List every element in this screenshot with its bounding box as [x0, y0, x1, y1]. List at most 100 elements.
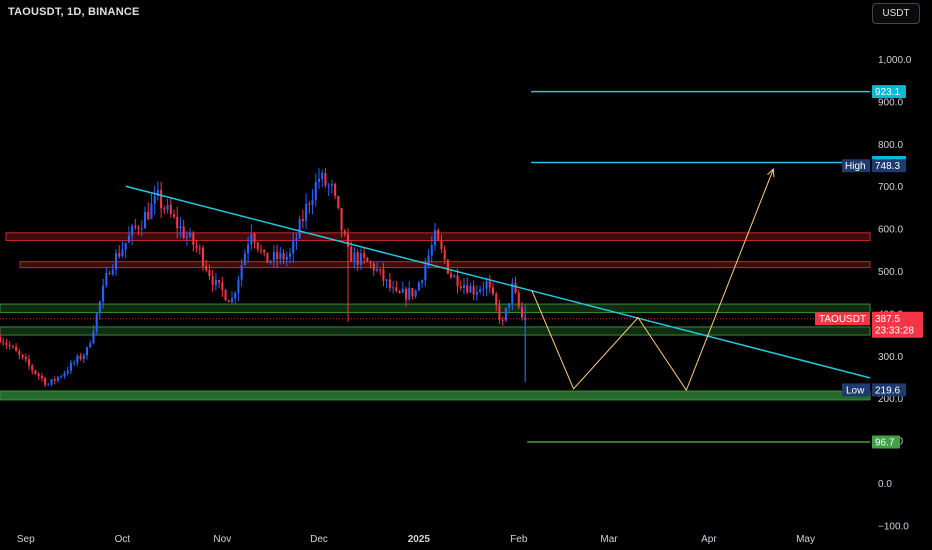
candle-body	[282, 253, 285, 260]
candle-body	[234, 292, 237, 299]
target-price-label-text: 923.1	[875, 87, 900, 98]
candle	[44, 376, 47, 387]
candle	[98, 300, 101, 320]
high-label-bg	[842, 159, 870, 173]
candle-body	[185, 236, 188, 238]
candle	[50, 378, 53, 387]
trendline	[125, 185, 871, 379]
candle	[479, 285, 482, 295]
candle	[382, 262, 385, 287]
candle	[411, 287, 414, 300]
candle	[147, 201, 150, 221]
candle-body	[276, 252, 279, 260]
stop-price-label: 96.7	[872, 435, 900, 449]
candle	[124, 242, 127, 259]
candle-body	[430, 244, 433, 256]
candle	[337, 195, 340, 210]
low-label-bg	[842, 383, 870, 397]
candle	[295, 233, 298, 250]
candle	[279, 247, 282, 265]
candle	[250, 224, 253, 250]
candle-body	[105, 272, 108, 286]
current-price-label: 387.5	[875, 314, 900, 325]
candle-body	[237, 279, 240, 293]
candle-body	[256, 242, 259, 250]
candle-body	[340, 208, 343, 231]
candle	[243, 249, 246, 266]
candle	[60, 374, 63, 379]
current-price-bg	[872, 311, 923, 338]
candle	[427, 249, 430, 269]
candle-body	[334, 183, 337, 196]
candle	[230, 291, 234, 304]
candle	[27, 355, 31, 370]
candle-body	[295, 238, 298, 241]
currency-button[interactable]: USDT	[872, 3, 920, 24]
candle	[443, 245, 446, 265]
candle-body	[356, 252, 359, 265]
candle	[501, 316, 504, 326]
candle-body	[160, 189, 163, 209]
candle-body	[179, 226, 182, 229]
candle-body	[305, 203, 308, 221]
candle-body	[488, 281, 491, 288]
candle	[404, 286, 408, 307]
candle-body	[508, 303, 511, 308]
candle	[82, 353, 85, 364]
candle	[105, 266, 108, 288]
candle-body	[224, 290, 227, 301]
candle-body	[401, 288, 404, 293]
candle-body	[443, 249, 446, 260]
candle	[89, 340, 92, 349]
low-label: Low	[846, 385, 865, 396]
candle-body	[266, 252, 269, 263]
candle-body	[18, 351, 21, 355]
y-tick-label: 500.0	[878, 267, 903, 278]
candle-body	[327, 185, 330, 187]
candle	[385, 278, 388, 289]
candle-body	[514, 282, 517, 293]
candle-body	[279, 253, 282, 260]
support-zone	[0, 326, 871, 336]
candle	[508, 303, 511, 313]
candle-body	[73, 362, 76, 364]
candle	[85, 346, 89, 360]
candle	[201, 245, 205, 272]
candle-body	[53, 379, 56, 381]
candle-body	[414, 290, 417, 297]
x-tick-label: Mar	[600, 534, 618, 545]
candle-body	[44, 378, 47, 385]
candle	[172, 209, 176, 219]
candle-body	[392, 287, 395, 289]
candle-body	[11, 346, 14, 348]
candle-body	[433, 230, 437, 245]
zones-layer	[0, 232, 871, 401]
candle-body	[92, 331, 95, 343]
candle-body	[140, 228, 143, 230]
candle-body	[24, 356, 27, 360]
y-tick-label: 900.0	[878, 97, 903, 108]
candle-body	[127, 235, 130, 243]
candle	[118, 245, 121, 259]
candle	[272, 245, 275, 268]
candle-body	[108, 272, 111, 275]
candle-body	[230, 298, 234, 303]
candle-body	[501, 319, 504, 321]
x-tick-label: Oct	[115, 534, 131, 545]
candle-body	[466, 285, 469, 293]
candle	[285, 251, 288, 267]
candle	[224, 289, 227, 301]
candle	[453, 274, 456, 278]
candle	[469, 282, 472, 293]
candle-body	[314, 181, 317, 200]
candle-body	[498, 305, 501, 320]
candle-body	[182, 226, 185, 238]
stop-price-label-text: 96.7	[875, 437, 895, 448]
candle-body	[343, 230, 346, 235]
candle	[108, 270, 111, 275]
candle-body	[285, 256, 288, 260]
candle	[111, 264, 114, 277]
candle	[79, 353, 82, 361]
candle-body	[79, 356, 82, 359]
